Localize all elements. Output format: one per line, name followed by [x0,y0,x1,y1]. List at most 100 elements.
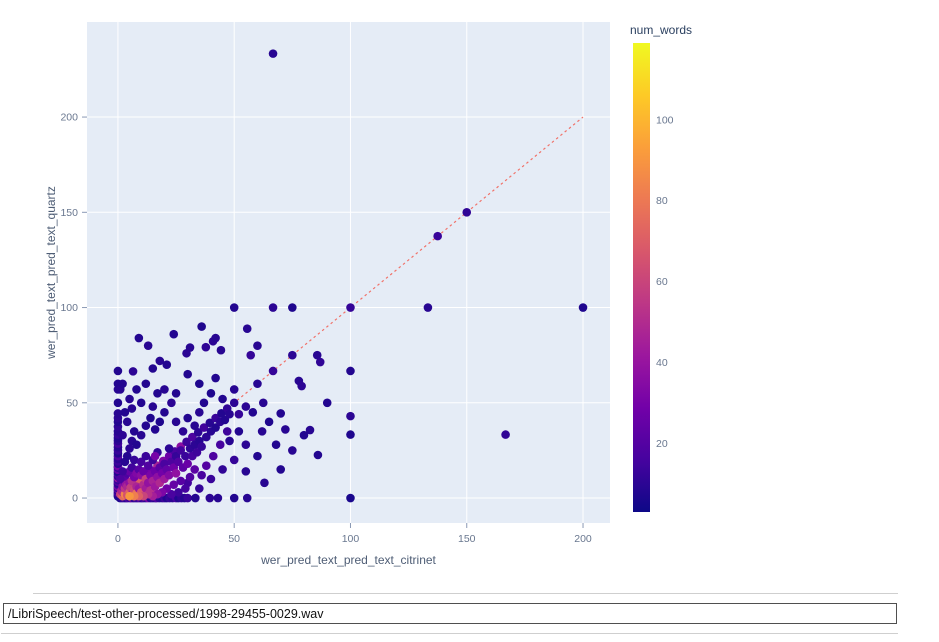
scatter-point[interactable] [164,444,174,453]
scatter-point[interactable] [122,451,132,461]
scatter-point[interactable] [268,303,278,312]
scatter-point[interactable] [132,440,141,450]
scatter-point[interactable] [312,350,322,360]
scatter-point[interactable] [211,373,220,383]
scatter-point[interactable] [346,411,355,421]
scatter-point[interactable] [182,437,191,447]
scatter-point[interactable] [197,322,206,331]
scatter-point[interactable] [141,451,151,461]
scatter-point[interactable] [281,425,290,434]
scatter-point[interactable] [218,465,227,474]
scatter-point[interactable] [271,440,281,450]
scatter-point[interactable] [242,493,252,503]
scatter-point[interactable] [113,366,123,376]
scatter-point[interactable] [264,417,274,427]
scatter-point[interactable] [268,366,278,376]
scatter-point[interactable] [155,356,165,366]
scatter-point[interactable] [183,413,192,423]
scatter-point[interactable] [127,463,137,472]
scatter-point[interactable] [169,480,179,490]
scatter-point[interactable] [222,427,232,436]
scatter-point[interactable] [206,388,216,398]
scatter-point[interactable] [141,421,151,430]
scatter-point[interactable] [153,388,162,398]
scatter-point[interactable] [253,451,262,461]
scatter-point[interactable] [113,398,123,408]
scatter-point[interactable] [288,350,297,360]
scatter-point[interactable] [205,493,215,503]
scatter-point[interactable] [174,457,183,467]
scatter-point[interactable] [242,324,252,333]
scatter-point[interactable] [195,408,204,417]
scatter-point[interactable] [288,303,297,312]
scatter-point[interactable] [136,430,146,440]
scatter-point[interactable] [220,415,230,425]
scatter-point[interactable] [191,493,200,503]
scatter-point[interactable] [115,474,125,484]
scatter-point[interactable] [199,398,209,408]
scatter-point[interactable] [268,49,278,58]
scatter-point[interactable] [253,379,262,389]
scatter-point[interactable] [315,357,325,367]
scatter-point[interactable] [174,488,183,497]
scatter-point[interactable] [183,459,192,469]
scatter-point[interactable] [141,379,151,389]
scatter-point[interactable] [118,430,127,440]
scatter-point[interactable] [501,430,510,439]
scatter-point[interactable] [132,385,141,394]
scatter-point[interactable] [257,427,267,436]
scatter-point[interactable] [258,398,268,408]
scatter-point[interactable] [225,409,234,419]
scatter-point[interactable] [216,345,226,355]
scatter-point[interactable] [260,478,269,488]
plot-area[interactable] [87,22,610,523]
scatter-point[interactable] [578,303,588,312]
scatter-point[interactable] [183,369,192,379]
scatter-point[interactable] [346,366,355,376]
scatter-point[interactable] [201,342,211,352]
scatter-point[interactable] [346,493,355,503]
scatter-point[interactable] [288,446,297,455]
scatter-point[interactable] [195,484,204,493]
scatter-point[interactable] [120,408,130,417]
scatter-point[interactable] [346,303,355,312]
scatter-point[interactable] [197,470,206,480]
scatter-point[interactable] [217,408,226,418]
scatter-point[interactable] [305,425,315,435]
scatter-point[interactable] [276,409,286,418]
scatter-point[interactable] [322,398,332,408]
scatter-point[interactable] [297,381,306,391]
scatter-point[interactable] [192,448,202,457]
scatter-point[interactable] [201,432,211,442]
scatter-point[interactable] [423,303,433,312]
scatter-point[interactable] [229,398,239,408]
scatter-point[interactable] [167,489,176,499]
scatter-point[interactable] [197,442,206,451]
scatter-point[interactable] [176,476,186,486]
scatter-point[interactable] [150,451,160,461]
audio-filepath-input[interactable] [3,603,897,624]
scatter-point[interactable] [246,350,256,360]
scatter-point[interactable] [229,385,239,394]
scatter-point[interactable] [118,467,127,476]
scatter-point[interactable] [171,417,181,427]
scatter-point[interactable] [206,474,216,484]
scatter-point[interactable] [199,423,209,432]
wer-scatter-chart[interactable]: 0 50 100 150 200 0 50 100 150 200 wer_pred_text_pr… [0,0,939,585]
scatter-point[interactable] [182,348,191,358]
scatter-point[interactable] [346,430,355,439]
scatter-point[interactable] [215,440,225,450]
scatter-point[interactable] [134,333,144,343]
scatter-point[interactable] [218,394,227,404]
scatter-point[interactable] [248,408,258,417]
scatter-point[interactable] [164,470,174,480]
scatter-point[interactable] [208,451,218,461]
scatter-point[interactable] [139,467,148,476]
scatter-point[interactable] [146,413,155,423]
scatter-point[interactable] [201,461,211,470]
scatter-point[interactable] [241,467,251,476]
scatter-point[interactable] [136,457,146,467]
scatter-point[interactable] [143,461,153,470]
scatter-point[interactable] [148,364,158,373]
scatter-point[interactable] [276,465,286,474]
